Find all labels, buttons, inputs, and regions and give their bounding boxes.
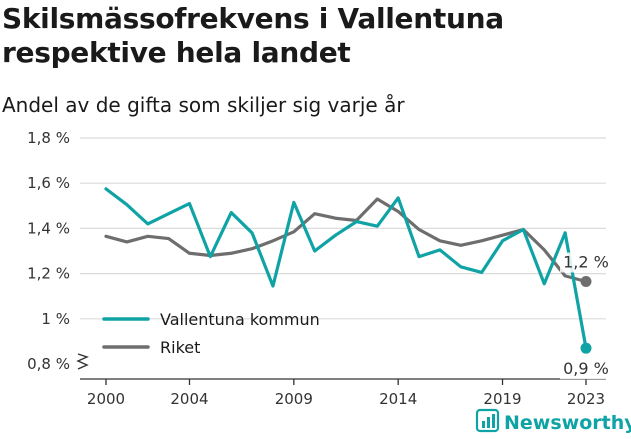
gridlines (80, 137, 606, 320)
y-tick-label: 1,2 % (27, 265, 70, 283)
y-tick-label: 1,6 % (27, 174, 70, 192)
end-label-bg (560, 252, 612, 273)
chart-subtitle: Andel av de gifta som skiljer sig varje … (2, 93, 405, 117)
legend: Vallentuna kommun Riket (102, 310, 320, 357)
y-tick-label: 1,8 % (27, 129, 70, 147)
x-tick-label: 2004 (170, 390, 208, 408)
axis-break-icon (76, 353, 89, 370)
brand-name: Newsworthy (504, 412, 631, 434)
legend-label: Vallentuna kommun (160, 310, 320, 329)
x-tick-label: 2009 (275, 390, 313, 408)
legend-label: Riket (160, 338, 200, 357)
series-line (104, 187, 567, 288)
chart-title: Skilsmässofrekvens i Vallentuna respekti… (2, 2, 504, 69)
logo-bar (487, 417, 490, 428)
x-tick-label: 2014 (379, 390, 417, 408)
logo-bar (492, 414, 495, 428)
logo-frame (475, 408, 500, 433)
brand-logo: Newsworthy (475, 408, 631, 434)
newsworthy-logo-icon (475, 408, 500, 433)
end-label: 1,2 % (563, 253, 609, 272)
end-label: 0,9 % (563, 359, 609, 378)
x-tick-label: 2000 (87, 390, 125, 408)
series-end-point (580, 342, 592, 354)
x-axis: 2000 2004 2009 2014 2019 2023 (80, 378, 606, 408)
y-tick-label: 0,8 % (27, 355, 70, 373)
series-last-segment (563, 231, 588, 350)
y-tick-label: 1,4 % (27, 219, 70, 237)
end-labels: 0,9 % 1,2 % (560, 252, 612, 380)
y-axis-ticks: 0,8 % 1 % 1,2 % 1,4 % 1,6 % 1,8 % (27, 129, 89, 373)
x-tick-label: 2023 (567, 390, 605, 408)
logo-bar (482, 421, 485, 428)
end-label-bg (560, 359, 612, 380)
series-line (104, 197, 567, 278)
series-end-point (580, 276, 592, 288)
series-lines (104, 187, 592, 354)
x-tick-label: 2019 (483, 390, 521, 408)
y-tick-label: 1 % (41, 310, 70, 328)
